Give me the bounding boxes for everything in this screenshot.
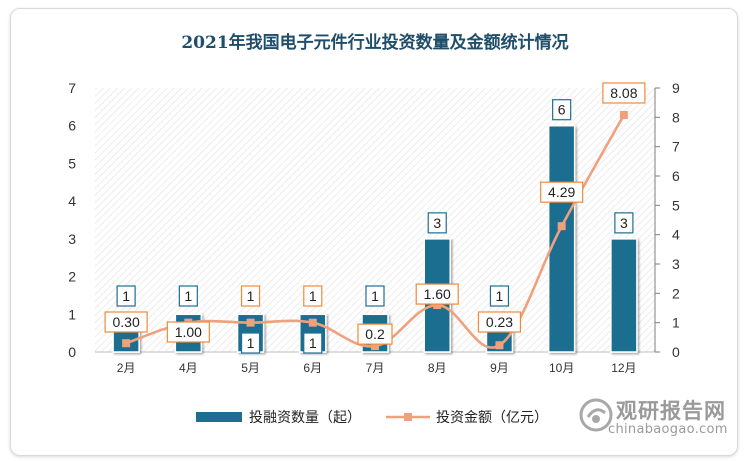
line-data-label-box [357, 323, 393, 345]
x-tick-label: 7月 [366, 361, 385, 375]
line-point [557, 222, 566, 231]
bar-data-label: 3 [620, 215, 628, 231]
line-point [308, 318, 317, 327]
y-right-tick-label: 7 [672, 139, 680, 155]
bar-data-label: 1 [247, 335, 255, 351]
watermark-en-text: chinabaogao.com [608, 422, 728, 437]
line-point [433, 301, 442, 310]
x-tick-label: 6月 [303, 361, 322, 375]
line-data-label: 1 [309, 288, 317, 304]
line-data-label-box [602, 82, 646, 104]
y-left-tick-label: 4 [68, 193, 76, 209]
legend-line-marker [404, 413, 412, 421]
line-data-label-box [166, 321, 210, 343]
watermark-logo-icon [579, 398, 613, 432]
bar-data-label-box [116, 285, 136, 307]
line-data-label: 0.30 [112, 314, 139, 330]
line-data-label-box [303, 285, 323, 307]
line-data-label-box [240, 285, 261, 307]
line-data-label-box [104, 311, 148, 333]
y-right-tick-label: 4 [672, 227, 680, 243]
bar-data-label-box [552, 99, 572, 121]
legend-bar-swatch [196, 412, 242, 422]
x-tick-label: 10月 [549, 361, 574, 375]
bar [610, 238, 638, 353]
line-data-label: 1 [247, 288, 255, 304]
bar-data-label-box [365, 285, 385, 307]
y-left-tick-label: 7 [68, 80, 76, 96]
bar-data-label-box [614, 212, 634, 234]
bar-data-label-box [303, 332, 323, 354]
y-right-tick-label: 6 [672, 168, 680, 184]
y-left-tick-label: 3 [68, 231, 76, 247]
y-right-tick-label: 0 [672, 344, 680, 360]
line-point [246, 318, 255, 327]
bar-data-label: 1 [309, 335, 317, 351]
legend-bar-label: 投融资数量（起） [249, 409, 361, 425]
bar-data-label: 1 [122, 288, 130, 304]
y-left-tick-label: 1 [68, 306, 76, 322]
line-point [371, 342, 379, 351]
line-data-label-box [477, 311, 522, 333]
bar-data-label: 1 [496, 288, 504, 304]
bar-data-label-box [240, 332, 261, 354]
line-data-label-box [540, 181, 584, 203]
line-data-label: 4.29 [548, 184, 575, 200]
y-right-tick-label: 8 [672, 109, 680, 125]
line-data-label: 0.2 [365, 326, 385, 342]
line-data-label: 8.08 [610, 85, 637, 101]
y-right-tick-label: 1 [672, 315, 680, 331]
x-tick-label: 12月 [611, 361, 636, 375]
chart-title: 2021年我国电子元件行业投资数量及金额统计情况 [181, 33, 569, 53]
bar-data-label-box [178, 285, 198, 307]
y-right-tick-label: 9 [672, 80, 680, 96]
y-left-tick-label: 0 [68, 344, 76, 360]
bar-data-label-box [427, 212, 447, 234]
line-data-label: 1.60 [424, 286, 451, 302]
y-left-tick-label: 2 [68, 269, 76, 285]
line-point [495, 341, 504, 350]
bar-data-label-box [489, 285, 510, 307]
bar [547, 124, 576, 353]
x-tick-label: 5月 [241, 361, 260, 375]
watermark: 观研报告网 chinabaogao.com [578, 393, 738, 453]
bar-data-label: 3 [433, 215, 441, 231]
legend-line-label: 投资金额（亿元） [436, 409, 548, 425]
bar-data-label: 1 [184, 288, 192, 304]
series-line [125, 114, 626, 349]
y-left-tick-label: 6 [68, 118, 76, 134]
y-left-tick-label: 5 [68, 155, 76, 171]
watermark-cn-text: 观研报告网 [616, 399, 726, 423]
bar-data-label: 1 [371, 288, 379, 304]
x-tick-label: 8月 [428, 361, 447, 375]
y-right-tick-label: 5 [672, 197, 680, 213]
line-point [122, 339, 131, 348]
line-data-label: 0.23 [486, 314, 513, 330]
line-point [619, 110, 628, 119]
x-tick-label: 4月 [179, 361, 198, 375]
line-data-label: 1.00 [175, 324, 202, 340]
x-tick-label: 9月 [490, 361, 509, 375]
y-right-tick-label: 2 [672, 285, 680, 301]
line-data-label-box [415, 283, 459, 305]
bar-data-label: 6 [558, 102, 566, 118]
y-right-tick-label: 3 [672, 256, 680, 272]
x-tick-label: 2月 [117, 361, 136, 375]
